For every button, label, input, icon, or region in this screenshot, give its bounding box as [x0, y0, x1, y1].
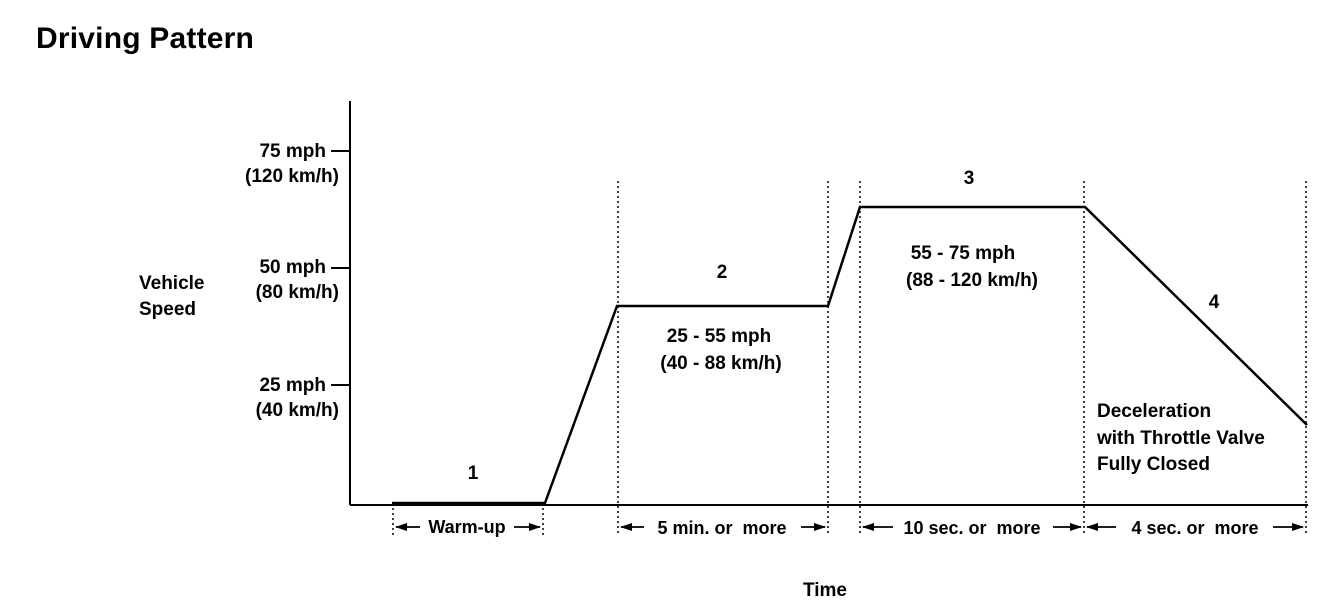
phase-4-note-line1: Deceleration [1097, 401, 1211, 422]
phase-3-range-kmh: (88 - 120 km/h) [906, 270, 1038, 291]
page-title: Driving Pattern [36, 22, 255, 55]
phase-3-range-mph: 55 - 75 mph [911, 243, 1016, 264]
y-tick-label-25-kmh: (40 km/h) [256, 400, 339, 421]
phase-4-note-line2: with Throttle Valve [1096, 428, 1265, 449]
phase-3-duration-label: 10 sec. or more [903, 518, 1040, 538]
phase-1-duration-label: Warm-up [428, 517, 505, 537]
y-axis-label-line1: Vehicle [139, 273, 205, 294]
x-axis-label: Time [803, 580, 847, 601]
phase-2-range-kmh: (40 - 88 km/h) [660, 353, 781, 374]
phase-2-duration-label: 5 min. or more [657, 518, 786, 538]
phase-2-number: 2 [717, 262, 728, 283]
phase-4-note-line3: Fully Closed [1097, 454, 1210, 475]
phase-3-number: 3 [964, 168, 975, 189]
y-tick-label-75-kmh: (120 km/h) [245, 166, 339, 187]
phase-boundaries [392, 181, 1307, 536]
y-tick-label-50-kmh: (80 km/h) [256, 282, 339, 303]
phase-4-number: 4 [1209, 292, 1220, 313]
phase-1-number: 1 [468, 463, 479, 484]
y-axis-label-line2: Speed [139, 299, 196, 320]
y-tick-label-75-mph: 75 mph [259, 141, 326, 162]
phase-4-duration-label: 4 sec. or more [1131, 518, 1258, 538]
y-tick-label-25-mph: 25 mph [259, 375, 326, 396]
y-tick-label-50-mph: 50 mph [259, 257, 326, 278]
phase-2-range-mph: 25 - 55 mph [667, 326, 772, 347]
